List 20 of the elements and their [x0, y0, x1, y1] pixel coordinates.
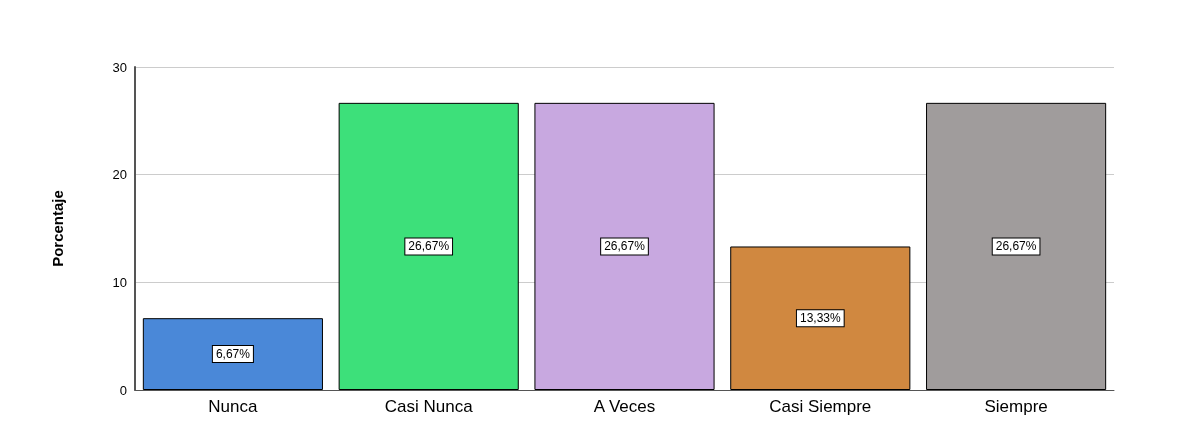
bar [338, 102, 519, 390]
data-label: 26,67% [408, 239, 450, 254]
data-label: 26,67% [604, 239, 646, 254]
data-label: 6,67% [215, 347, 251, 362]
bar [926, 102, 1107, 390]
x-tick-label: Siempre [984, 397, 1048, 416]
y-tick-label: 20 [112, 167, 127, 183]
bar [142, 318, 323, 390]
y-tick-label: 10 [112, 274, 127, 290]
bar [730, 246, 911, 390]
data-label: 13,33% [799, 311, 841, 326]
x-tick-label: Nunca [208, 397, 259, 416]
x-tick-label: A Veces [593, 397, 656, 416]
y-tick-label: 30 [112, 59, 127, 75]
data-label: 26,67% [995, 239, 1037, 254]
y-axis-title: Porcentaje [49, 190, 66, 267]
bar [534, 102, 715, 390]
x-tick-label: Casi Nunca [384, 397, 474, 416]
x-tick-label: Casi Siempre [769, 397, 872, 416]
y-tick-label: 0 [119, 382, 127, 398]
